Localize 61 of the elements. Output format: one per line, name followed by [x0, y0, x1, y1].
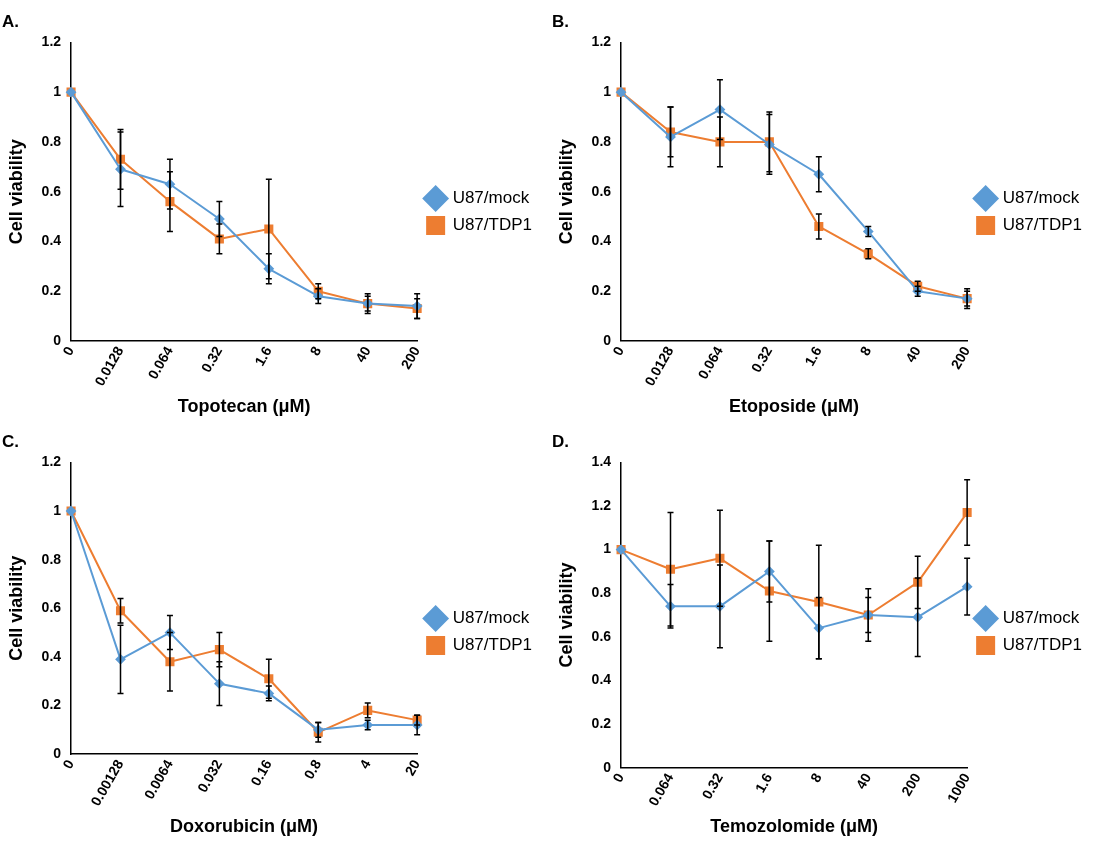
x-tick-label: 40 [852, 770, 875, 792]
y-tick-label: 0 [603, 331, 612, 348]
legend-label: U87/mock [1002, 188, 1080, 208]
legend-label: U87/TDP1 [452, 635, 533, 655]
x-axis-title: Temozolomide (μM) [710, 816, 878, 837]
y-tick-label: 1.4 [591, 453, 612, 470]
x-tick-label: 0.8 [300, 756, 325, 782]
y-tick-label: 0.2 [591, 282, 612, 299]
chart-title: B. [552, 11, 569, 31]
x-tick-label: 1.6 [251, 343, 275, 369]
legend-label: U87/mock [1002, 608, 1080, 628]
chart-title: A. [2, 11, 19, 31]
y-tick-label: 0.4 [41, 232, 62, 249]
legend-label: U87/mock [452, 608, 530, 628]
y-axis-title: Cell viability [555, 562, 576, 668]
x-tick-label: 20 [401, 756, 424, 779]
y-tick-label: 1 [603, 83, 612, 100]
chart-title: D. [552, 431, 569, 451]
x-tick-label: 8 [306, 343, 325, 359]
y-tick-label: 0.6 [591, 182, 612, 199]
y-axis-title: Cell viability [555, 139, 576, 245]
x-tick-label: 4 [355, 756, 374, 772]
y-tick-label: 0.2 [41, 696, 62, 713]
x-tick-label: 200 [397, 343, 424, 372]
x-tick-label: 8 [856, 343, 875, 359]
legend-label: U87/TDP1 [452, 215, 533, 235]
y-tick-label: 1.2 [41, 453, 62, 470]
y-tick-label: 0.2 [41, 282, 62, 299]
y-tick-label: 0.8 [41, 132, 62, 149]
y-tick-label: 0.8 [41, 550, 62, 567]
x-tick-label: 1.6 [801, 343, 825, 369]
y-tick-label: 1 [603, 540, 612, 557]
x-tick-label: 40 [902, 343, 924, 366]
y-tick-label: 0.6 [41, 599, 62, 616]
y-tick-label: 0.6 [41, 182, 62, 199]
legend-label: U87/TDP1 [1002, 635, 1083, 655]
y-tick-label: 1.2 [591, 496, 612, 513]
legend-label: U87/mock [452, 188, 530, 208]
y-tick-label: 1.2 [591, 33, 612, 50]
x-axis-title: Topotecan (μM) [177, 396, 311, 417]
legend-label: U87/TDP1 [1002, 215, 1083, 235]
x-tick-label: 200 [947, 343, 974, 372]
y-tick-label: 0.4 [591, 671, 612, 688]
x-axis-title: Etoposide (μM) [729, 396, 860, 417]
y-tick-label: 0.6 [591, 627, 612, 644]
y-tick-label: 1 [53, 83, 62, 100]
x-tick-label: 40 [352, 343, 374, 366]
y-tick-label: 0.4 [591, 232, 612, 249]
y-tick-label: 0.8 [591, 132, 612, 149]
y-tick-label: 0 [53, 331, 62, 348]
y-tick-label: 1 [53, 501, 62, 518]
y-axis-title: Cell viability [5, 555, 26, 661]
chart-title: C. [2, 431, 19, 451]
y-tick-label: 0.8 [591, 584, 612, 601]
y-axis-title: Cell viability [5, 139, 26, 245]
y-tick-label: 0.2 [591, 714, 612, 731]
x-axis-title: Doxorubicin (μM) [170, 816, 319, 837]
x-tick-label: 1.6 [751, 770, 776, 796]
y-tick-label: 1.2 [41, 33, 62, 50]
x-tick-label: 8 [807, 770, 825, 786]
y-tick-label: 0.4 [41, 647, 62, 664]
